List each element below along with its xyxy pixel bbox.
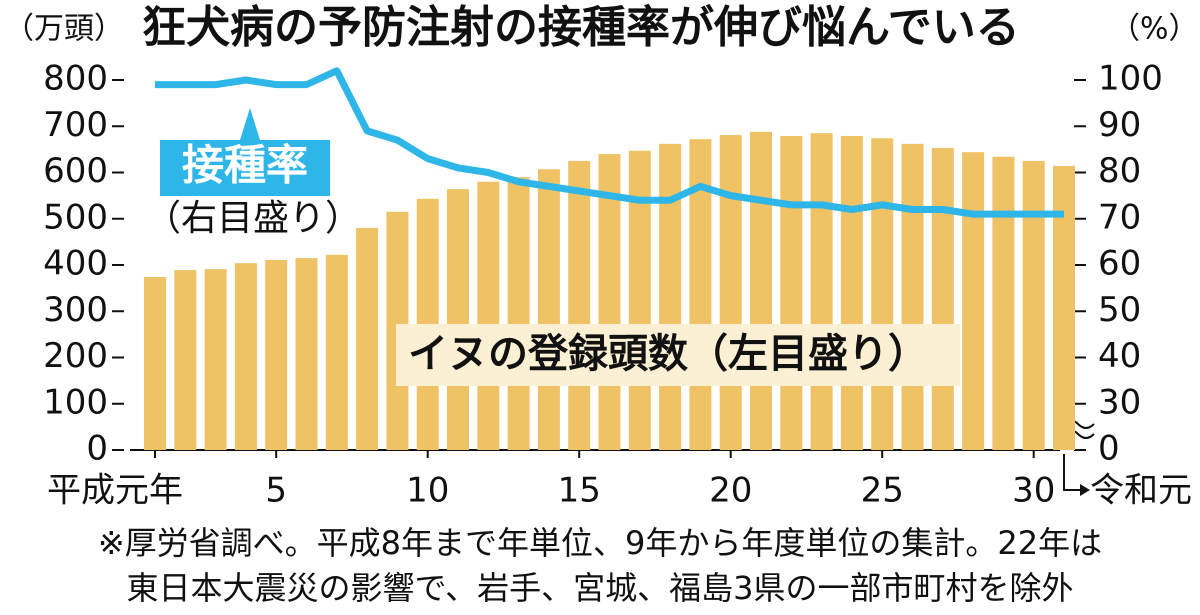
footnote: ※厚労省調べ。平成8年まで年単位、9年から年度単位の集計。22年は [98, 524, 1102, 562]
bar [144, 277, 166, 450]
line-scale-note: （右目盛り） [145, 198, 361, 239]
y2-tick-label: 40 [1098, 336, 1141, 376]
arrow [1063, 454, 1080, 491]
bar [174, 270, 197, 450]
footnote: 東日本大震災の影響で、岩手、宮城、福島3県の一部市町村を除外 [126, 569, 1073, 607]
chart-title: 狂犬病の予防注射の接種率が伸び悩んでいる [142, 2, 1020, 53]
bar [871, 138, 894, 450]
y-tick-label: 100 [43, 382, 108, 422]
y2-tick-label: 0 [1098, 429, 1120, 469]
bar [356, 228, 379, 450]
bar-series-label: イヌの登録頭数（左目盛り） [408, 331, 928, 377]
y-tick-label: 800 [43, 59, 108, 99]
line-label-box [160, 140, 330, 196]
line [155, 67, 1064, 218]
bar [204, 269, 227, 450]
bar [1053, 166, 1075, 450]
arrow-head [1080, 484, 1090, 496]
bar [750, 131, 772, 451]
x-tick-label: 25 [861, 471, 904, 511]
bar [1022, 160, 1045, 450]
bar [901, 143, 924, 450]
y2-axis-label: （%） [1110, 12, 1199, 47]
bar [780, 135, 803, 450]
x-tick-label: 30 [1012, 471, 1055, 511]
bar-series-name: イヌの登録頭数 [408, 331, 688, 377]
bar [234, 263, 257, 450]
bar [325, 254, 348, 450]
bar [840, 135, 863, 450]
y2-tick-label: 100 [1098, 59, 1163, 99]
bar [507, 177, 530, 450]
y2-tick-label: 50 [1098, 290, 1141, 330]
y-tick-label: 300 [43, 290, 108, 330]
bar-label-box [396, 324, 960, 386]
y-tick-label: 500 [43, 197, 108, 237]
bar [931, 147, 954, 451]
x-tick-label: 20 [709, 471, 752, 511]
y-tick-label: 600 [43, 151, 108, 191]
bar [659, 143, 682, 450]
bar [810, 133, 833, 450]
y-tick-label: 700 [43, 105, 108, 145]
x-tick-label: 令和元 [1090, 471, 1192, 511]
x-tick-label: 平成元年 [47, 471, 183, 511]
x-tick-label: 5 [265, 471, 287, 511]
x-tick-label: 10 [406, 471, 449, 511]
y-tick-label: 200 [43, 336, 108, 376]
y2-tick-label: 60 [1098, 244, 1141, 284]
y2-tick-label: 90 [1098, 105, 1141, 145]
bar [962, 152, 985, 450]
x-tick-label: 15 [558, 471, 601, 511]
bar [719, 135, 742, 450]
y2-tick-label: 80 [1098, 151, 1141, 191]
bar [568, 160, 591, 450]
bar-scale-note: （左目盛り） [688, 331, 928, 377]
y2-tick-label: 70 [1098, 197, 1141, 237]
bar [477, 181, 500, 450]
bar [295, 258, 318, 450]
bar [265, 259, 288, 450]
y-axis-label: （万頭） [4, 12, 124, 47]
bar [537, 169, 560, 450]
y-tick-label: 400 [43, 244, 108, 284]
bar [992, 156, 1015, 450]
line-label-pointer [240, 108, 260, 140]
y2-tick-label: 30 [1098, 382, 1141, 422]
y-tick-label: 0 [86, 429, 108, 469]
line-series-name: 接種率 [182, 141, 308, 190]
bar [447, 189, 469, 450]
plot: 0 100 200 300 400 500 600 700 800 0 30 40 50 60 70 80 90… [43, 59, 1192, 511]
